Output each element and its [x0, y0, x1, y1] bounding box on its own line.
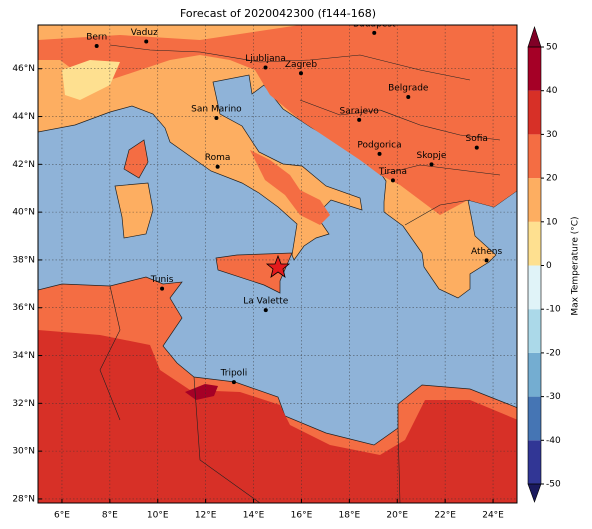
- colorbar-tick-label: 20: [546, 174, 558, 184]
- map-frame: [37, 24, 518, 504]
- colorbar-tick-label: 30: [546, 130, 558, 140]
- x-tick-label: 24°E: [482, 511, 504, 521]
- city-dot: [215, 164, 220, 169]
- city-dot: [474, 145, 479, 150]
- x-tick-label: 12°E: [195, 511, 217, 521]
- location-star: [265, 254, 291, 278]
- y-tick-label: 38°N: [12, 255, 35, 265]
- colorbar-label: Max Temperature (°C): [571, 216, 581, 315]
- city-dot: [484, 258, 489, 263]
- x-tick-label: 10°E: [147, 511, 169, 521]
- y-tick-label: 28°N: [12, 494, 35, 504]
- y-tick-label: 30°N: [12, 447, 35, 457]
- y-tick-label: 34°N: [12, 351, 35, 361]
- colorbar-segment: [528, 396, 541, 441]
- colorbar-tick-label: 50: [546, 43, 558, 53]
- country-borders: [99, 44, 501, 503]
- city-label: Tunis: [150, 275, 174, 285]
- colorbar-segment: [528, 265, 541, 310]
- y-tick-label: 32°N: [12, 399, 35, 409]
- warm-patch: [38, 25, 517, 215]
- city-label: Tripoli: [220, 369, 248, 379]
- city-label: Tirana: [378, 167, 407, 177]
- city-label: Budapest: [353, 19, 396, 29]
- city-label: Skopje: [417, 151, 447, 161]
- x-tick-label: 16°E: [291, 511, 313, 521]
- colorbar-tick-label: -40: [546, 436, 561, 446]
- city-dot: [263, 65, 268, 70]
- colorbar-segment: [528, 134, 541, 179]
- colorbar-tick-label: 0: [546, 261, 552, 271]
- colorbar-segment: [528, 47, 541, 91]
- y-tick-label: 46°N: [12, 64, 35, 74]
- city-label: Athens: [471, 247, 502, 257]
- y-tick-label: 36°N: [12, 303, 35, 313]
- colorbar-segment: [528, 440, 541, 484]
- colorbar-segment: [528, 352, 541, 397]
- y-tick-label: 44°N: [12, 112, 35, 122]
- sicily: [215, 252, 293, 294]
- city-dot: [214, 115, 219, 120]
- city-dot: [390, 178, 395, 183]
- colorbar-segment: [528, 221, 541, 266]
- city-label: La Valette: [243, 297, 288, 307]
- x-tick-label: 20°E: [386, 511, 408, 521]
- colorbar-tick-label: 40: [546, 86, 558, 96]
- city-dot: [231, 380, 236, 385]
- colorbar-segment: [528, 90, 541, 135]
- x-tick-label: 14°E: [243, 511, 265, 521]
- city-label: Bern: [86, 33, 107, 43]
- corsica: [123, 139, 149, 179]
- city-dot: [94, 44, 99, 49]
- y-tick-label: 40°N: [12, 208, 35, 218]
- hottest-patch: [185, 384, 218, 400]
- city-label: Podgorica: [357, 140, 401, 150]
- x-tick-label: 8°E: [102, 511, 118, 521]
- city-label: Vaduz: [131, 28, 158, 38]
- colorbar-extend-top: [527, 26, 542, 48]
- city-dot: [429, 162, 434, 167]
- city-label: San Marino: [191, 104, 242, 114]
- colorbar-segment: [528, 309, 541, 353]
- city-dot: [263, 308, 268, 313]
- map-title: Forecast of 2020042300 (f144-168): [180, 7, 376, 20]
- warm-patch: [250, 150, 330, 225]
- colorbar-tick-label: -50: [546, 480, 561, 490]
- city-dot: [298, 71, 303, 76]
- city-dot: [160, 286, 165, 291]
- city-label: Belgrade: [388, 83, 429, 93]
- city-label: Roma: [205, 153, 231, 163]
- cool-patch: [62, 60, 120, 100]
- y-tick-label: 42°N: [12, 160, 35, 170]
- colorbar-segment: [528, 178, 541, 222]
- colorbar-tick-label: -10: [546, 305, 561, 315]
- x-tick-label: 6°E: [54, 511, 70, 521]
- city-dot: [372, 30, 377, 35]
- city-label: Sarajevo: [340, 106, 380, 116]
- city-dot: [357, 117, 362, 122]
- city-label: Sofia: [466, 134, 488, 144]
- sardinia: [114, 182, 154, 239]
- city-dot: [406, 94, 411, 99]
- x-tick-label: 18°E: [339, 511, 361, 521]
- colorbar-tick-label: -30: [546, 392, 561, 402]
- x-tick-label: 22°E: [434, 511, 456, 521]
- colorbar-extend-bottom: [527, 483, 542, 503]
- city-label: Ljubljana: [245, 54, 286, 64]
- city-label: Zagreb: [285, 60, 317, 70]
- city-dot: [144, 39, 149, 44]
- colorbar-tick-label: -20: [546, 348, 561, 358]
- colorbar-tick-label: 10: [546, 217, 558, 227]
- city-dot: [377, 151, 382, 156]
